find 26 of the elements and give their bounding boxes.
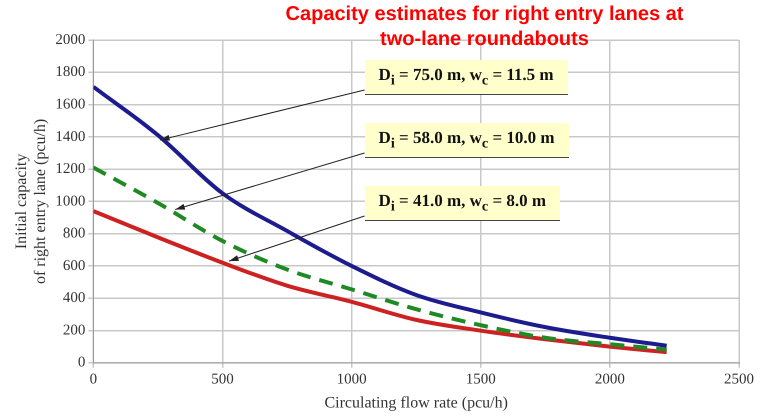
y-tick-label: 1400 [55, 128, 86, 145]
x-tick-label: 2000 [594, 372, 625, 388]
annotation: D$_{i}$ = 75.0 m, w$_{c}$ = 11.5 m [364, 60, 568, 96]
x-tick-label: 2500 [724, 372, 754, 388]
y-tick-label: 1600 [55, 96, 86, 112]
x-tick-label: 1000 [336, 372, 367, 388]
x-axis-title: Circulating flow rate (pcu/h) [324, 394, 508, 412]
line-series [93, 209, 669, 354]
x-tick-label: 500 [211, 372, 234, 388]
y-tick-label: 1800 [55, 64, 86, 80]
y-axis-title: Initial capacity of right entry lane (pcu/h) [12, 118, 50, 284]
y-tick-label: 0 [78, 354, 86, 371]
line-series [93, 84, 669, 348]
line-series [93, 166, 669, 352]
y-tick-label: 800 [62, 226, 86, 242]
y-tick-label: 2000 [55, 32, 86, 48]
y-tick-label: 400 [62, 290, 86, 306]
y-tick-label: 200 [62, 322, 86, 338]
chart-title: Capacity estimates for right entry lanes at two-lane roundabouts [284, 2, 684, 52]
annotation: D$_{i}$ = 41.0 m, w$_{c}$ = 8.0 m [364, 186, 560, 222]
y-tick-label: 600 [62, 258, 86, 274]
x-tick-label: 1500 [466, 372, 496, 388]
y-tick-label: 1200 [55, 161, 86, 178]
y-tick-label: 1000 [55, 193, 86, 210]
x-tick-label: 0 [90, 372, 98, 388]
annotation: D$_{i}$ = 58.0 m, w$_{c}$ = 10.0 m [364, 123, 569, 158]
